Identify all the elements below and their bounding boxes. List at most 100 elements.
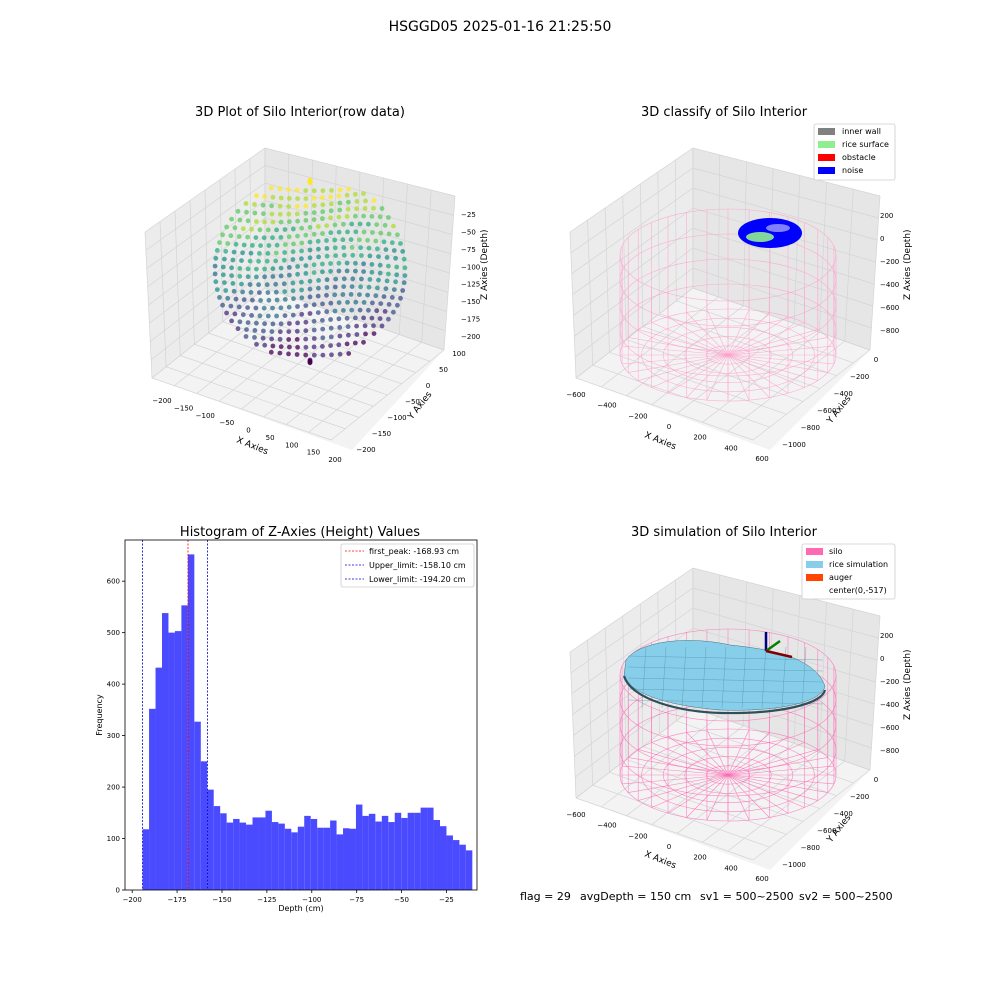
silo-spoke (727, 316, 789, 356)
point (303, 271, 309, 276)
point (361, 261, 366, 267)
histogram-bar (252, 817, 259, 890)
point (336, 214, 342, 220)
point (299, 240, 305, 246)
point (353, 213, 358, 219)
point (277, 350, 283, 356)
histogram-bar (414, 812, 421, 890)
point (361, 315, 366, 321)
point (328, 317, 333, 322)
point (256, 282, 261, 288)
x-tick-label: −150 (212, 896, 231, 904)
point (303, 263, 309, 268)
grid-line (626, 339, 804, 402)
point (328, 325, 334, 331)
point (353, 315, 358, 321)
x-tick-label: 50 (266, 434, 275, 442)
grid-line (286, 334, 400, 425)
point (315, 293, 321, 299)
point (277, 211, 283, 217)
point (286, 234, 292, 240)
point (328, 334, 334, 340)
grid-line (219, 179, 223, 322)
raw-plot-title: 3D Plot of Silo Interior(row data) (195, 105, 405, 120)
x-tick-label: −100 (302, 896, 321, 904)
grid-line (592, 784, 770, 848)
point (229, 318, 235, 324)
point (273, 250, 279, 256)
point (400, 249, 406, 254)
y-tick-label: 0 (874, 776, 878, 784)
z-tick-label: 200 (880, 632, 893, 640)
noise-points (738, 218, 802, 248)
y-tick-label: 50 (439, 366, 448, 374)
point (344, 192, 350, 198)
point (382, 309, 388, 314)
point (320, 344, 325, 349)
point (254, 219, 259, 224)
point (341, 284, 347, 289)
point (336, 260, 342, 266)
point (361, 213, 366, 219)
point (290, 288, 296, 294)
point (258, 298, 263, 303)
y-tick-label: −100 (387, 414, 406, 422)
rice-surface-edge (622, 675, 827, 715)
point (252, 335, 257, 340)
grid-line (727, 340, 845, 432)
point (254, 274, 259, 280)
point (277, 336, 283, 342)
point (270, 194, 276, 200)
point (220, 232, 226, 238)
point (332, 308, 338, 314)
point (311, 344, 317, 350)
point (315, 238, 321, 244)
point (282, 242, 288, 248)
point (287, 196, 292, 201)
point (329, 352, 334, 358)
mesh-line (701, 646, 707, 709)
point (223, 288, 229, 293)
point (260, 202, 266, 208)
histogram-bar (233, 818, 240, 890)
point (376, 254, 381, 259)
point (286, 337, 292, 342)
point (236, 234, 242, 239)
point (266, 243, 272, 248)
point (346, 186, 352, 192)
point (240, 226, 246, 232)
point (265, 251, 271, 256)
point (274, 297, 280, 303)
point (337, 333, 343, 339)
silo-spoke (727, 774, 828, 793)
grid-line (575, 797, 754, 861)
histogram-bar (343, 828, 350, 890)
point (394, 264, 400, 270)
z-tick-label: 200 (880, 212, 893, 220)
point (273, 289, 279, 295)
x-tick-label: −75 (349, 896, 364, 904)
point (324, 277, 330, 283)
point (249, 226, 255, 232)
point (262, 266, 267, 272)
mesh-line (761, 646, 767, 709)
point (352, 191, 358, 197)
mesh-line (627, 666, 824, 672)
point (337, 187, 343, 193)
point (295, 196, 300, 202)
simulation-3d-plot: 3D simulation of Silo Interior −600−400−… (566, 525, 913, 883)
point (383, 247, 389, 253)
point (378, 301, 384, 306)
point (366, 284, 372, 290)
point (233, 241, 239, 247)
x-tick-label: 200 (693, 854, 706, 862)
point (345, 206, 351, 212)
point (307, 311, 313, 316)
silo-spoke (622, 354, 729, 365)
point (352, 340, 358, 346)
point (375, 285, 380, 291)
point (254, 266, 259, 272)
silo-spoke (727, 774, 789, 814)
histogram-bar (336, 834, 344, 890)
